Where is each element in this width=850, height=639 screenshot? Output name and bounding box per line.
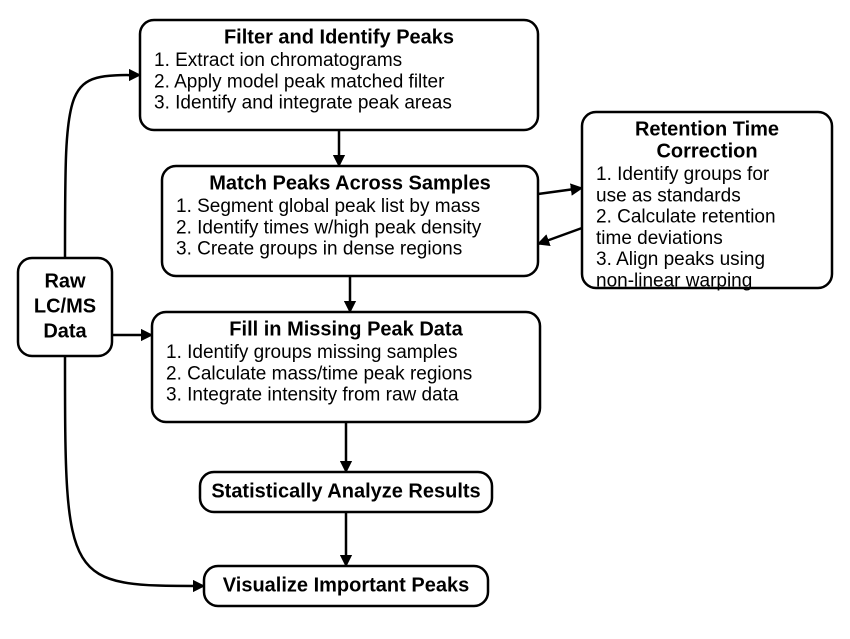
node-filter: Filter and Identify Peaks1. Extract ion …	[140, 20, 538, 130]
svg-text:time deviations: time deviations	[596, 228, 723, 249]
node-stat: Statistically Analyze Results	[200, 472, 492, 512]
flowchart-diagram: RawLC/MSDataFilter and Identify Peaks1. …	[0, 0, 850, 634]
edge-retention-match	[538, 228, 582, 244]
svg-text:Raw: Raw	[44, 270, 86, 292]
edge-match-retention	[538, 188, 582, 194]
edge-raw-filter	[65, 75, 140, 258]
svg-text:Visualize Important Peaks: Visualize Important Peaks	[223, 574, 469, 596]
node-retention: Retention TimeCorrection1. Identify grou…	[582, 112, 832, 291]
svg-text:LC/MS: LC/MS	[34, 295, 96, 317]
svg-text:1. Segment global peak list by: 1. Segment global peak list by mass	[176, 196, 480, 217]
svg-text:3. Integrate intensity from ra: 3. Integrate intensity from raw data	[166, 385, 459, 406]
svg-text:Correction: Correction	[656, 140, 757, 162]
svg-text:2. Calculate retention: 2. Calculate retention	[596, 207, 776, 228]
node-match: Match Peaks Across Samples1. Segment glo…	[162, 166, 538, 276]
svg-text:Fill in Missing Peak Data: Fill in Missing Peak Data	[229, 318, 463, 340]
svg-text:3. Identify and integrate peak: 3. Identify and integrate peak areas	[154, 93, 452, 114]
svg-text:Data: Data	[43, 320, 87, 342]
svg-text:Filter and Identify Peaks: Filter and Identify Peaks	[224, 26, 454, 48]
svg-text:Statistically Analyze Results: Statistically Analyze Results	[211, 480, 480, 502]
svg-text:3. Create groups in dense regi: 3. Create groups in dense regions	[176, 239, 462, 260]
svg-text:1. Extract ion chromatograms: 1. Extract ion chromatograms	[154, 50, 402, 71]
node-viz: Visualize Important Peaks	[204, 566, 488, 606]
node-fill: Fill in Missing Peak Data1. Identify gro…	[152, 312, 540, 422]
svg-text:2. Apply model peak matched fi: 2. Apply model peak matched filter	[154, 71, 445, 92]
svg-text:1. Identify groups for: 1. Identify groups for	[596, 164, 770, 185]
svg-text:Retention Time: Retention Time	[635, 118, 779, 140]
svg-text:use as standards: use as standards	[596, 185, 741, 206]
svg-text:2. Calculate mass/time peak re: 2. Calculate mass/time peak regions	[166, 363, 472, 384]
node-raw: Raw LC/MS Data	[18, 258, 112, 356]
svg-text:Match Peaks Across Samples: Match Peaks Across Samples	[209, 172, 491, 194]
svg-text:non-linear warping: non-linear warping	[596, 270, 752, 291]
svg-text:2. Identify times w/high peak: 2. Identify times w/high peak density	[176, 217, 482, 238]
svg-text:1. Identify groups missing sam: 1. Identify groups missing samples	[166, 342, 457, 363]
svg-text:3. Align peaks using: 3. Align peaks using	[596, 249, 765, 270]
